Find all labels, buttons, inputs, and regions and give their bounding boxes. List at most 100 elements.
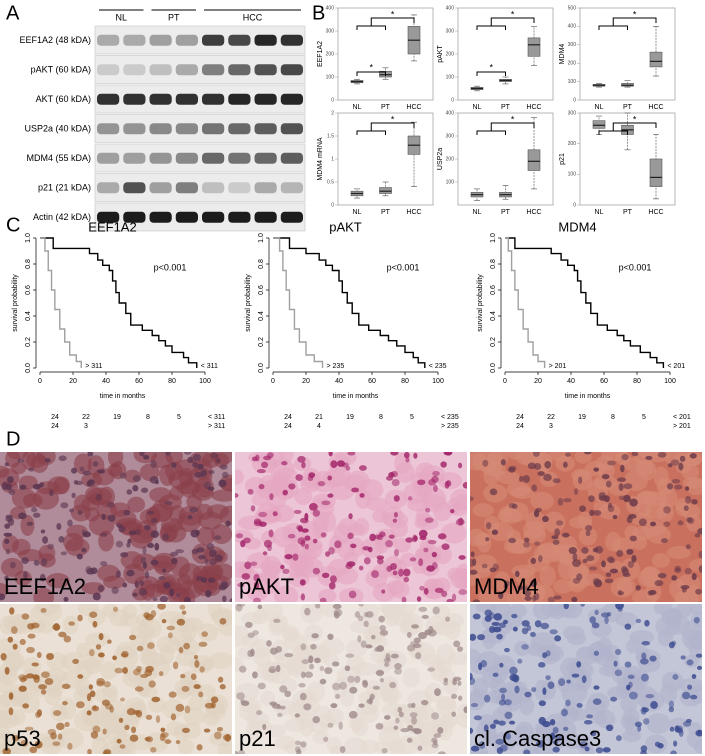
nucleus (327, 493, 334, 498)
nucleus (176, 618, 186, 626)
nucleus (418, 606, 428, 612)
nucleus (144, 737, 151, 742)
significance-bracket (356, 17, 415, 30)
nucleus (407, 496, 413, 501)
nucleus (420, 699, 429, 706)
nucleus (294, 746, 301, 753)
nucleus (523, 749, 531, 754)
ihc-label: pAKT (239, 574, 294, 599)
nucleus (97, 469, 106, 474)
nucleus (171, 557, 178, 565)
nucleus (210, 701, 216, 709)
nucleus (477, 634, 486, 641)
nucleus (554, 734, 564, 742)
nucleus (124, 724, 130, 731)
nucleus (4, 666, 10, 675)
nucleus (527, 462, 536, 470)
nucleus (538, 716, 546, 725)
risk-count: 3 (84, 423, 88, 430)
nucleus (19, 484, 27, 490)
nucleus (171, 462, 177, 468)
nucleus (635, 585, 641, 591)
nucleus (369, 693, 375, 700)
x-tick-label: NL (353, 209, 362, 216)
nucleus (617, 589, 623, 596)
nucleus (682, 720, 692, 727)
nucleus (552, 478, 561, 484)
nucleus (252, 671, 258, 679)
nucleus (411, 716, 418, 725)
nucleus (257, 604, 263, 610)
blot-band (123, 182, 146, 194)
box (527, 149, 541, 171)
nucleus (269, 701, 277, 706)
risk-row-label: < 201 (673, 414, 691, 421)
nucleus (419, 585, 425, 591)
nucleus (696, 665, 702, 671)
significance-bracket (598, 122, 657, 135)
nucleus (457, 680, 462, 686)
nucleus (40, 671, 50, 678)
blot-band (202, 34, 225, 46)
blot-band (97, 211, 120, 223)
y-tick-label: 200 (568, 141, 577, 147)
blot-band (149, 34, 172, 46)
nucleus (138, 588, 147, 596)
nucleus (38, 684, 47, 690)
nucleus (358, 565, 364, 571)
nucleus (214, 554, 223, 562)
risk-count: 5 (177, 414, 181, 421)
nucleus (413, 637, 421, 643)
nucleus (218, 479, 227, 488)
cell (651, 553, 671, 568)
nucleus (60, 502, 69, 509)
nucleus (432, 470, 440, 477)
nucleus (392, 518, 398, 523)
nucleus (493, 719, 500, 725)
nucleus (418, 632, 428, 640)
nucleus (327, 475, 333, 481)
nucleus (82, 470, 91, 476)
nucleus (132, 592, 138, 597)
nucleus (293, 509, 302, 515)
nucleus (634, 721, 642, 728)
nucleus (295, 474, 303, 482)
blot-band (149, 123, 172, 135)
cell (235, 625, 251, 647)
nucleus (98, 652, 105, 658)
blot-band (175, 152, 198, 164)
nucleus (330, 460, 338, 469)
blot-row-label: Actin (42 kDA) (33, 212, 91, 222)
nucleus (512, 626, 518, 632)
nucleus (547, 681, 555, 689)
nucleus (418, 529, 428, 538)
nucleus (515, 570, 520, 578)
nucleus (583, 452, 592, 455)
nucleus (214, 731, 222, 740)
cell (440, 522, 467, 544)
risk-count: 19 (578, 414, 586, 421)
nucleus (225, 520, 231, 527)
y-tick-label: 200 (326, 51, 335, 57)
nucleus (470, 569, 478, 575)
nucleus (601, 560, 606, 568)
cell (94, 687, 119, 704)
nucleus (9, 561, 16, 569)
y-tick-label: 400 (326, 5, 335, 11)
x-tick-label: HCC (526, 104, 541, 111)
cell (381, 506, 404, 526)
blot-band (175, 93, 198, 105)
nucleus (4, 538, 10, 544)
nucleus (432, 606, 440, 615)
cell (666, 546, 691, 560)
nucleus (589, 509, 595, 517)
nucleus (193, 684, 201, 690)
nucleus (431, 561, 438, 570)
nucleus (605, 572, 612, 578)
nucleus (593, 510, 602, 516)
nucleus (26, 673, 35, 679)
nucleus (126, 569, 135, 577)
nucleus (348, 513, 353, 520)
nucleus (298, 683, 306, 688)
nucleus (431, 551, 438, 558)
